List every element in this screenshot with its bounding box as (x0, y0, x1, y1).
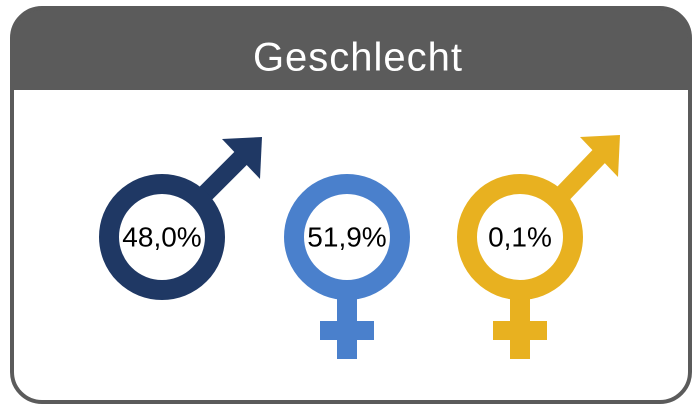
diverse-icon (457, 135, 620, 359)
title: Geschlecht (253, 36, 463, 80)
card-border (10, 6, 692, 404)
male-percent: 48,0% (122, 221, 201, 252)
female-percent: 51,9% (307, 221, 386, 252)
female-icon (284, 174, 410, 359)
diverse-percent: 0,1% (488, 221, 552, 252)
card-header (12, 8, 690, 90)
male-icon (99, 137, 262, 300)
